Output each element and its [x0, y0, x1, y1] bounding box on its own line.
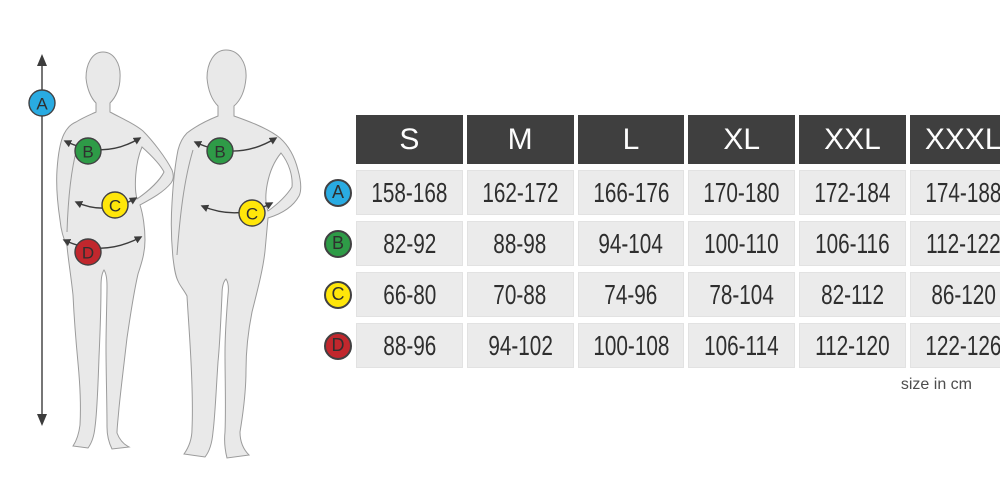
table-row-c: C 66-80 70-88 74-96 78-104 82-112 86-120	[324, 272, 1000, 317]
height-arrow	[37, 54, 47, 426]
female-chest-arc	[63, 137, 142, 151]
column-header-l: L	[577, 115, 685, 164]
cell-c-xl: 78-104	[688, 272, 796, 317]
cell-d-m: 94-102	[466, 323, 574, 368]
size-table-area: S M L XL XXL XXXL A 158-168 162-172 166-…	[320, 109, 1000, 394]
cell-c-xxxl: 86-120	[909, 272, 1000, 317]
legend-column-header	[324, 115, 352, 164]
male-figure	[170, 49, 302, 459]
legend-marker-b: B	[324, 229, 352, 258]
legend-marker-d: D	[324, 331, 352, 360]
column-header-xl: XL	[688, 115, 796, 164]
body-figures: A B C D B C	[28, 49, 302, 459]
cell-a-m: 162-172	[466, 170, 574, 215]
table-row-a: A 158-168 162-172 166-176 170-180 172-18…	[324, 170, 1000, 215]
cell-b-s: 82-92	[356, 221, 463, 266]
legend-cell-a: A	[324, 170, 352, 215]
female-hip-marker-d: D	[74, 238, 102, 266]
units-note: size in cm	[900, 376, 972, 393]
cell-d-l: 100-108	[577, 323, 685, 368]
cell-d-xxxl: 122-126	[909, 323, 1000, 368]
marker-a-label: A	[36, 95, 48, 114]
cell-c-xxl: 82-112	[799, 272, 906, 317]
cell-a-xxxl: 174-188	[909, 170, 1000, 215]
column-header-m: M	[466, 115, 574, 164]
cell-b-m: 88-98	[466, 221, 574, 266]
cell-b-xl: 100-110	[688, 221, 796, 266]
cell-c-l: 74-96	[577, 272, 685, 317]
female-hip-arc	[62, 236, 143, 249]
cell-c-s: 66-80	[356, 272, 463, 317]
cell-d-s: 88-96	[356, 323, 463, 368]
male-arm-line	[176, 149, 194, 256]
female-figure	[56, 51, 174, 450]
column-header-s: S	[356, 115, 463, 164]
cell-b-xxxl: 112-122	[909, 221, 1000, 266]
male-waist-arc	[200, 202, 274, 214]
header-row: S M L XL XXL XXXL	[324, 115, 1000, 164]
marker-c-label: C	[246, 205, 258, 224]
cell-a-l: 166-176	[577, 170, 685, 215]
marker-b-label: B	[214, 143, 225, 162]
legend-cell-c: C	[324, 272, 352, 317]
cell-d-xxl: 112-120	[799, 323, 906, 368]
marker-d-label: D	[82, 244, 94, 263]
cell-a-xxl: 172-184	[799, 170, 906, 215]
cell-a-s: 158-168	[356, 170, 463, 215]
male-chest-arc	[193, 137, 278, 152]
column-header-xxl: XXL	[799, 115, 906, 164]
legend-cell-b: B	[324, 221, 352, 266]
cell-b-xxl: 106-116	[799, 221, 906, 266]
cell-c-m: 70-88	[466, 272, 574, 317]
male-chest-marker-b: B	[206, 137, 234, 165]
cell-a-xl: 170-180	[688, 170, 796, 215]
cell-b-l: 94-104	[577, 221, 685, 266]
table-row-d: D 88-96 94-102 100-108 106-114 112-120 1…	[324, 323, 1000, 368]
column-header-xxxl: XXXL	[909, 115, 1000, 164]
cell-d-xl: 106-114	[688, 323, 796, 368]
female-waist-marker-c: C	[101, 191, 129, 219]
height-marker-a: A	[28, 89, 56, 117]
female-chest-marker-b: B	[74, 137, 102, 165]
size-table: S M L XL XXL XXXL A 158-168 162-172 166-…	[320, 109, 1000, 374]
legend-cell-d: D	[324, 323, 352, 368]
marker-c-label: C	[109, 197, 121, 216]
table-row-b: B 82-92 88-98 94-104 100-110 106-116 112…	[324, 221, 1000, 266]
legend-marker-c: C	[324, 280, 352, 309]
male-waist-marker-c: C	[238, 199, 266, 227]
legend-marker-a: A	[324, 178, 352, 207]
marker-b-label: B	[82, 143, 93, 162]
